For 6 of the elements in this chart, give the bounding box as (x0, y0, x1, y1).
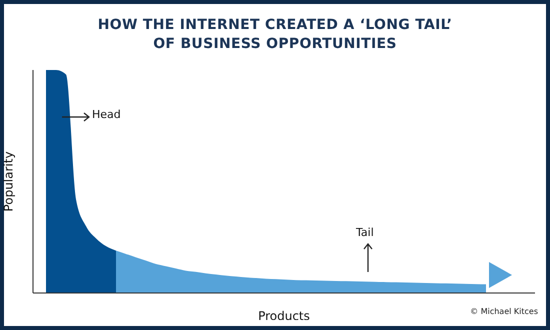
annotation: Head (92, 108, 121, 121)
x-axis-title: Products (258, 309, 310, 323)
chart-title: HOW THE INTERNET CREATED A ‘LONG TAIL’ OF BUSINESS OPPORTUNITIES (96, 16, 454, 54)
y-axis-title: Popularity (1, 151, 16, 212)
text: © Michael Kitces (470, 307, 538, 316)
annotation: Tail (356, 226, 374, 239)
